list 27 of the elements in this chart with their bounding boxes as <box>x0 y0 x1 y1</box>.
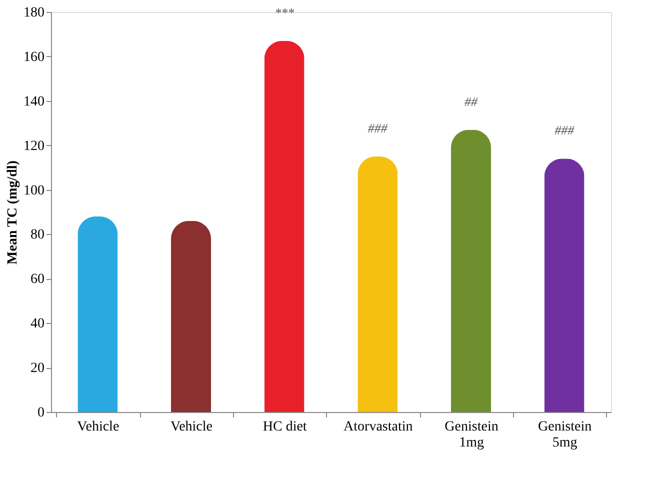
y-axis-title: Mean TC (mg/dl) <box>6 160 20 264</box>
y-tick-label: 80 <box>30 228 44 243</box>
x-tick-label: Vehicle <box>170 420 212 434</box>
annotation: ## <box>464 94 478 109</box>
y-tick-label: 120 <box>24 138 44 154</box>
x-tick-label: Genistein 5mg <box>538 420 592 450</box>
y-tick-label: 40 <box>30 316 44 332</box>
annotation: ### <box>368 120 388 136</box>
bar <box>264 40 304 412</box>
y-tick-label: 140 <box>24 94 44 110</box>
bar <box>78 216 118 412</box>
x-tick-label: HC diet <box>262 420 307 434</box>
x-tick-label: Genistein 1mg <box>444 420 498 450</box>
bar <box>358 156 398 412</box>
y-tick-label: 100 <box>24 183 44 198</box>
y-tick-label: 20 <box>30 361 44 376</box>
y-tick-label: 60 <box>30 272 44 288</box>
annotation: ### <box>554 122 575 138</box>
y-tick-label: 0 <box>38 406 44 420</box>
bar <box>451 130 491 412</box>
bar <box>544 158 584 412</box>
y-tick-label: 160 <box>24 50 44 65</box>
x-tick-label: Atorvastatin <box>344 420 413 434</box>
annotation: *** <box>274 4 295 20</box>
y-tick-label: 180 <box>24 6 44 20</box>
bar <box>171 220 211 412</box>
x-tick-label: Vehicle <box>77 420 120 434</box>
